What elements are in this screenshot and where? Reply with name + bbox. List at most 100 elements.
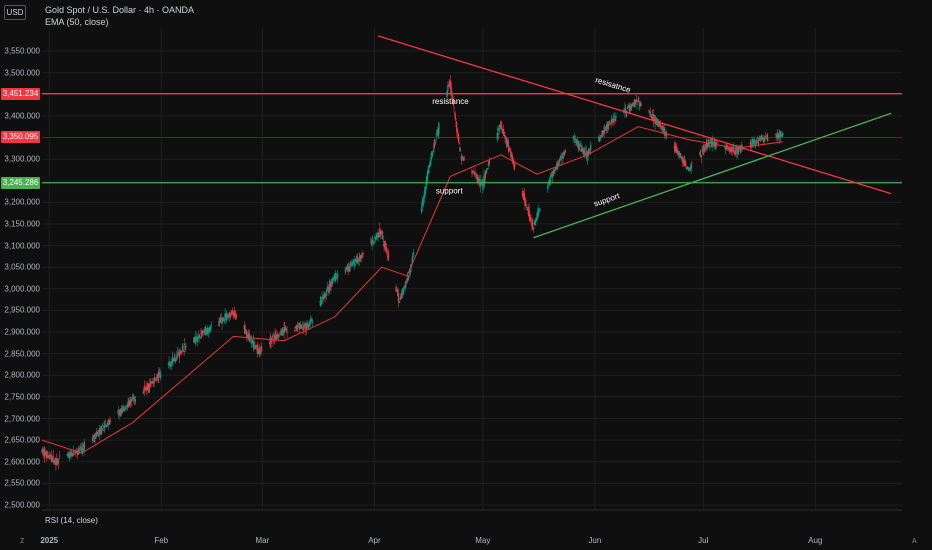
candle-body — [780, 132, 782, 135]
candle-body — [331, 278, 333, 285]
candle-body — [385, 247, 388, 252]
price-tick-label: 2,750.000 — [4, 392, 40, 402]
candle-body — [327, 289, 329, 292]
trendline-label-support: support — [593, 191, 622, 209]
candle-body — [387, 252, 389, 260]
candle-body — [102, 428, 104, 430]
candle-body — [577, 140, 580, 148]
candle-body — [458, 142, 461, 145]
candle-body — [780, 135, 783, 137]
candle-body — [704, 147, 707, 150]
candle-body — [282, 333, 285, 335]
candle-body — [124, 406, 126, 409]
candle-body — [428, 165, 430, 168]
candle-body — [600, 135, 603, 137]
symbol-title: Gold Spot / U.S. Dollar · 4h · OANDA — [45, 5, 195, 15]
candle-body — [123, 408, 125, 409]
candle-body — [408, 275, 410, 279]
candle-body — [270, 337, 273, 340]
candle-body — [271, 340, 273, 342]
candle-body — [677, 151, 680, 154]
candle-body — [301, 326, 303, 329]
time-tick-label: Aug — [808, 536, 823, 545]
candle-body — [386, 250, 388, 253]
price-tick-label: 2,550.000 — [4, 478, 40, 488]
candle-body — [203, 329, 206, 331]
candle-body — [727, 149, 730, 151]
candle-body — [588, 152, 591, 153]
price-tag: 3,245.286 — [1, 176, 40, 189]
candle-body — [406, 277, 409, 282]
candle-body — [509, 147, 511, 151]
candle-body — [484, 172, 486, 179]
candle-body — [558, 160, 561, 163]
candle-body — [476, 175, 479, 181]
currency-button[interactable]: USD — [4, 5, 26, 20]
candle-body — [173, 357, 176, 362]
candle-body — [109, 419, 111, 424]
candle-body — [604, 126, 606, 129]
candle-body — [80, 449, 82, 451]
candle-body — [703, 148, 706, 151]
candle-body — [459, 150, 462, 152]
price-tick-label: 3,050.000 — [4, 262, 40, 272]
ema-line — [41, 126, 783, 454]
price-tick-label: 2,800.000 — [4, 370, 40, 380]
candle-body — [125, 408, 127, 410]
price-tick-label: 2,650.000 — [4, 435, 40, 445]
candle-body — [256, 344, 259, 354]
candle-body — [330, 281, 332, 288]
candle-body — [581, 147, 583, 151]
candle-body — [579, 144, 582, 147]
candle-body — [177, 354, 179, 356]
timezone-icon[interactable]: Z — [20, 538, 25, 545]
candle-body — [709, 145, 711, 147]
candle-body — [627, 105, 630, 108]
candle-body — [750, 143, 752, 145]
candle-body — [143, 385, 146, 390]
candle-body — [636, 104, 638, 105]
candle-body — [200, 332, 203, 338]
candle-body — [757, 142, 760, 145]
candle-body — [586, 152, 588, 157]
candle-body — [324, 293, 326, 298]
candle-body — [345, 266, 347, 270]
candle-body — [684, 161, 686, 166]
candle-body — [271, 335, 274, 337]
candle-body — [149, 382, 152, 387]
price-tick-label: 2,850.000 — [4, 349, 40, 359]
candle-body — [525, 205, 527, 206]
candle-body — [123, 409, 126, 411]
candle-body — [586, 157, 589, 160]
candle-body — [603, 129, 606, 133]
price-tag: 3,350.095 — [1, 131, 40, 144]
candle-body — [583, 153, 586, 155]
candle-body — [630, 104, 633, 109]
candle-body — [302, 327, 305, 331]
candle-body — [726, 145, 728, 148]
candle-body — [255, 348, 257, 349]
candle-body — [756, 140, 758, 142]
candle-body — [686, 166, 689, 170]
candle-body — [380, 231, 383, 234]
candle-body — [564, 152, 566, 153]
candle-body — [94, 433, 96, 439]
candle-body — [273, 334, 275, 336]
candle-body — [409, 272, 411, 274]
candle-body — [730, 148, 733, 153]
candle-body — [220, 318, 222, 320]
auto-scale-icon[interactable]: A — [912, 538, 917, 545]
candle-body — [354, 264, 356, 266]
candle-body — [126, 404, 129, 408]
candle-body — [487, 163, 489, 166]
candle-body — [208, 329, 210, 333]
candle-body — [101, 424, 103, 427]
price-tick-label: 2,600.000 — [4, 457, 40, 467]
candle-body — [757, 141, 759, 144]
candle-body — [226, 316, 228, 319]
candle-body — [277, 335, 279, 337]
candle-body — [438, 122, 440, 134]
candle-body — [535, 218, 537, 222]
